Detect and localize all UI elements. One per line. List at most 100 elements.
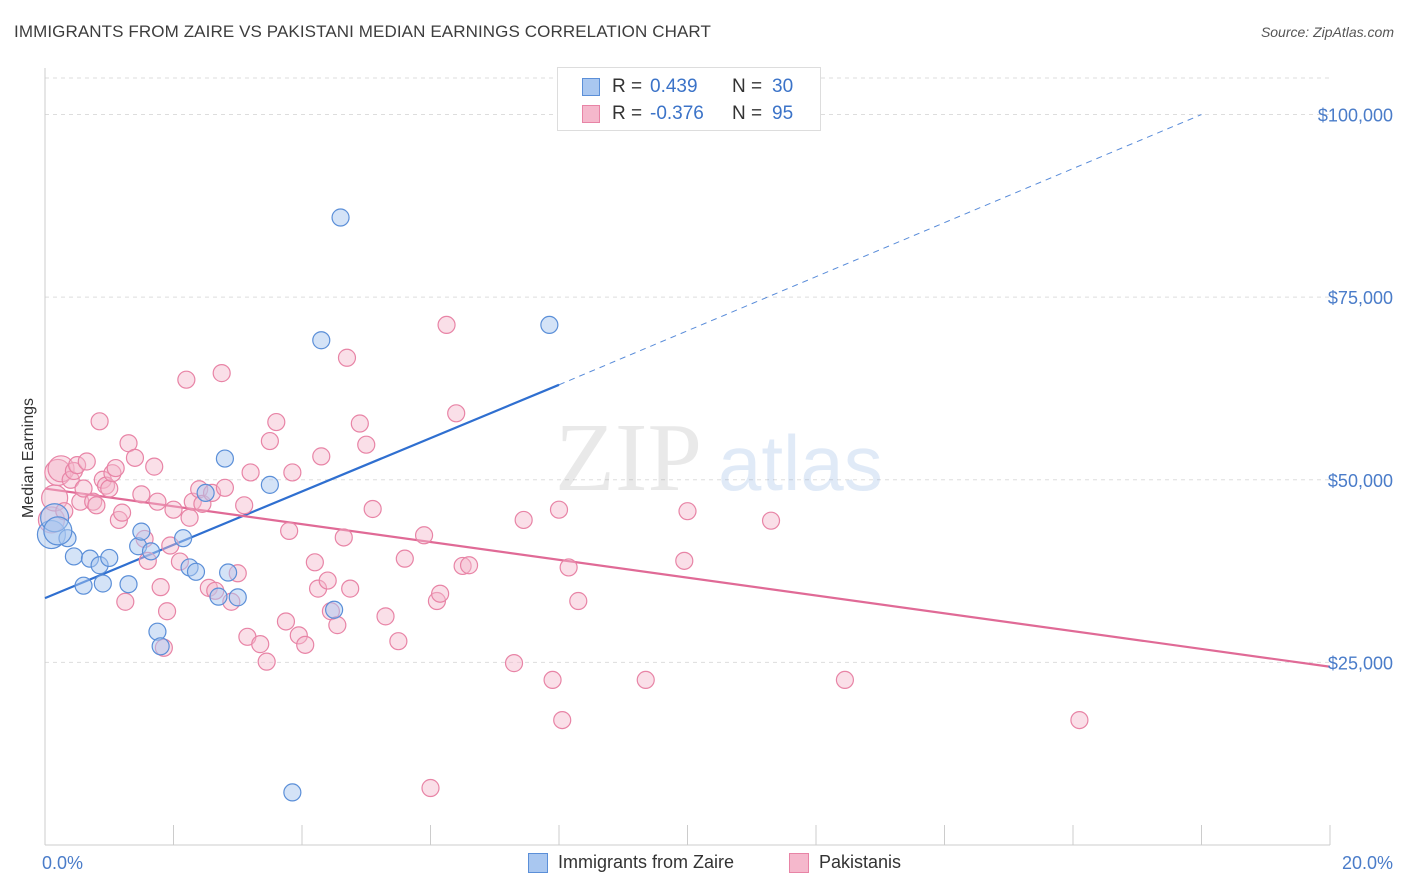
pakistanis-point	[212, 364, 231, 383]
pakistanis-point	[504, 654, 524, 673]
n-value: 95	[772, 103, 794, 124]
source-label: Source: ZipAtlas.com	[1260, 24, 1394, 40]
pakistanis-point	[305, 553, 324, 572]
pakistanis-point	[68, 456, 87, 475]
pakistanis-point	[437, 315, 456, 335]
zaire-point	[209, 587, 228, 606]
watermark: ZIP atlas	[555, 404, 883, 512]
pakistanis-point	[318, 571, 337, 590]
n-value: 30	[772, 76, 794, 97]
zaire-point	[186, 562, 206, 581]
pakistanis-point	[74, 479, 93, 498]
pakistanis-point	[376, 607, 395, 626]
pakistanis-point	[389, 632, 408, 651]
pakistanis-point	[44, 458, 72, 487]
pakistanis-point	[106, 458, 125, 478]
pakistanis-point	[559, 558, 578, 577]
pakistanis-point	[312, 447, 331, 466]
zaire-point	[540, 315, 559, 335]
pakistanis-point	[103, 464, 122, 483]
pakistanis-point	[47, 455, 75, 483]
pakistanis-point	[636, 670, 655, 690]
n-label: N =	[732, 76, 763, 97]
legend-label-zaire: Immigrants from Zaire	[558, 852, 735, 872]
r-label: R =	[612, 103, 643, 124]
zaire-point	[215, 449, 234, 468]
zaire-point	[64, 547, 84, 566]
r-value: -0.376	[650, 103, 704, 124]
pakistanis-point	[276, 612, 296, 631]
y-tick-label: $50,000	[1328, 471, 1393, 491]
y-tick-label: $100,000	[1318, 106, 1393, 126]
zaire-point	[151, 637, 170, 656]
zaire-point	[312, 331, 331, 350]
zaire-point	[219, 563, 238, 582]
pakistanis-point	[761, 511, 781, 530]
chart-title: IMMIGRANTS FROM ZAIRE VS PAKISTANI MEDIA…	[14, 22, 711, 41]
correlation-legend: R = 0.439 N = 30 R = -0.376 N = 95	[557, 67, 821, 131]
pakistanis-point	[363, 499, 382, 519]
pakistanis-point	[431, 584, 450, 603]
pakistanis-point	[125, 448, 145, 467]
legend-label-pakistanis: Pakistanis	[819, 852, 902, 872]
zaire-point	[196, 483, 215, 503]
zaire-point	[100, 548, 119, 568]
pakistanis-point	[145, 457, 164, 476]
zaire-trend-extension	[558, 114, 1202, 386]
watermark-zip: ZIP	[555, 404, 702, 512]
pakistanis-point	[283, 463, 302, 482]
pakistanis-point	[260, 431, 279, 451]
pakistanis-point	[459, 556, 479, 575]
pakistanis-point	[64, 461, 84, 481]
pakistanis-points	[37, 315, 1089, 798]
pakistanis-point	[543, 670, 562, 690]
pakistanis-point	[328, 616, 347, 635]
pakistanis-point	[251, 635, 270, 654]
pakistanis-point	[357, 435, 376, 454]
pakistanis-point	[296, 635, 315, 654]
n-label: N =	[732, 103, 763, 124]
y-tick-labels: $25,000 $50,000 $75,000 $100,000	[1318, 106, 1393, 674]
trend-lines	[44, 114, 1331, 668]
series-legend: Immigrants from Zaire Pakistanis	[0, 852, 1406, 876]
pakistanis-trend-line	[44, 487, 1331, 668]
y-axis-label: Median Earnings	[20, 398, 37, 518]
pakistanis-point	[116, 592, 135, 611]
pakistanis-point	[77, 452, 96, 471]
legend-item-pakistanis[interactable]: Pakistanis	[789, 852, 901, 873]
zaire-point	[228, 588, 247, 607]
x-tick-label-max: 20.0%	[1342, 853, 1393, 873]
y-tick-label: $75,000	[1328, 288, 1393, 308]
pakistanis-point	[180, 508, 199, 527]
zaire-point	[119, 575, 138, 594]
zaire-legend-swatch	[528, 852, 548, 873]
zaire-point	[174, 529, 193, 548]
zaire-point	[74, 576, 93, 595]
zaire-point	[43, 516, 73, 546]
legend-item-zaire[interactable]: Immigrants from Zaire	[528, 852, 734, 873]
y-tick-label: $25,000	[1328, 653, 1393, 673]
zaire-point	[93, 574, 112, 593]
pakistanis-point	[132, 485, 151, 504]
pakistanis-point	[280, 521, 299, 540]
pakistanis-point	[514, 510, 533, 530]
pakistanis-point	[112, 503, 132, 522]
pakistanis-point	[257, 652, 276, 671]
axes	[44, 68, 1331, 846]
pakistanis-point	[177, 370, 196, 389]
pakistanis-point	[569, 591, 588, 611]
zaire-point	[260, 475, 279, 494]
pakistanis-point	[678, 502, 697, 521]
pakistanis-point	[289, 626, 308, 645]
legend-row-zaire: R = 0.439 N = 30	[558, 74, 793, 100]
zaire-swatch	[582, 78, 600, 96]
pakistanis-legend-swatch	[789, 852, 809, 873]
pakistanis-point	[164, 500, 183, 519]
zaire-point	[141, 542, 161, 561]
pakistanis-point	[1070, 710, 1089, 730]
pakistanis-point	[90, 412, 109, 431]
pakistanis-point	[267, 412, 286, 432]
watermark-atlas: atlas	[718, 419, 883, 507]
pakistanis-point	[148, 492, 167, 511]
